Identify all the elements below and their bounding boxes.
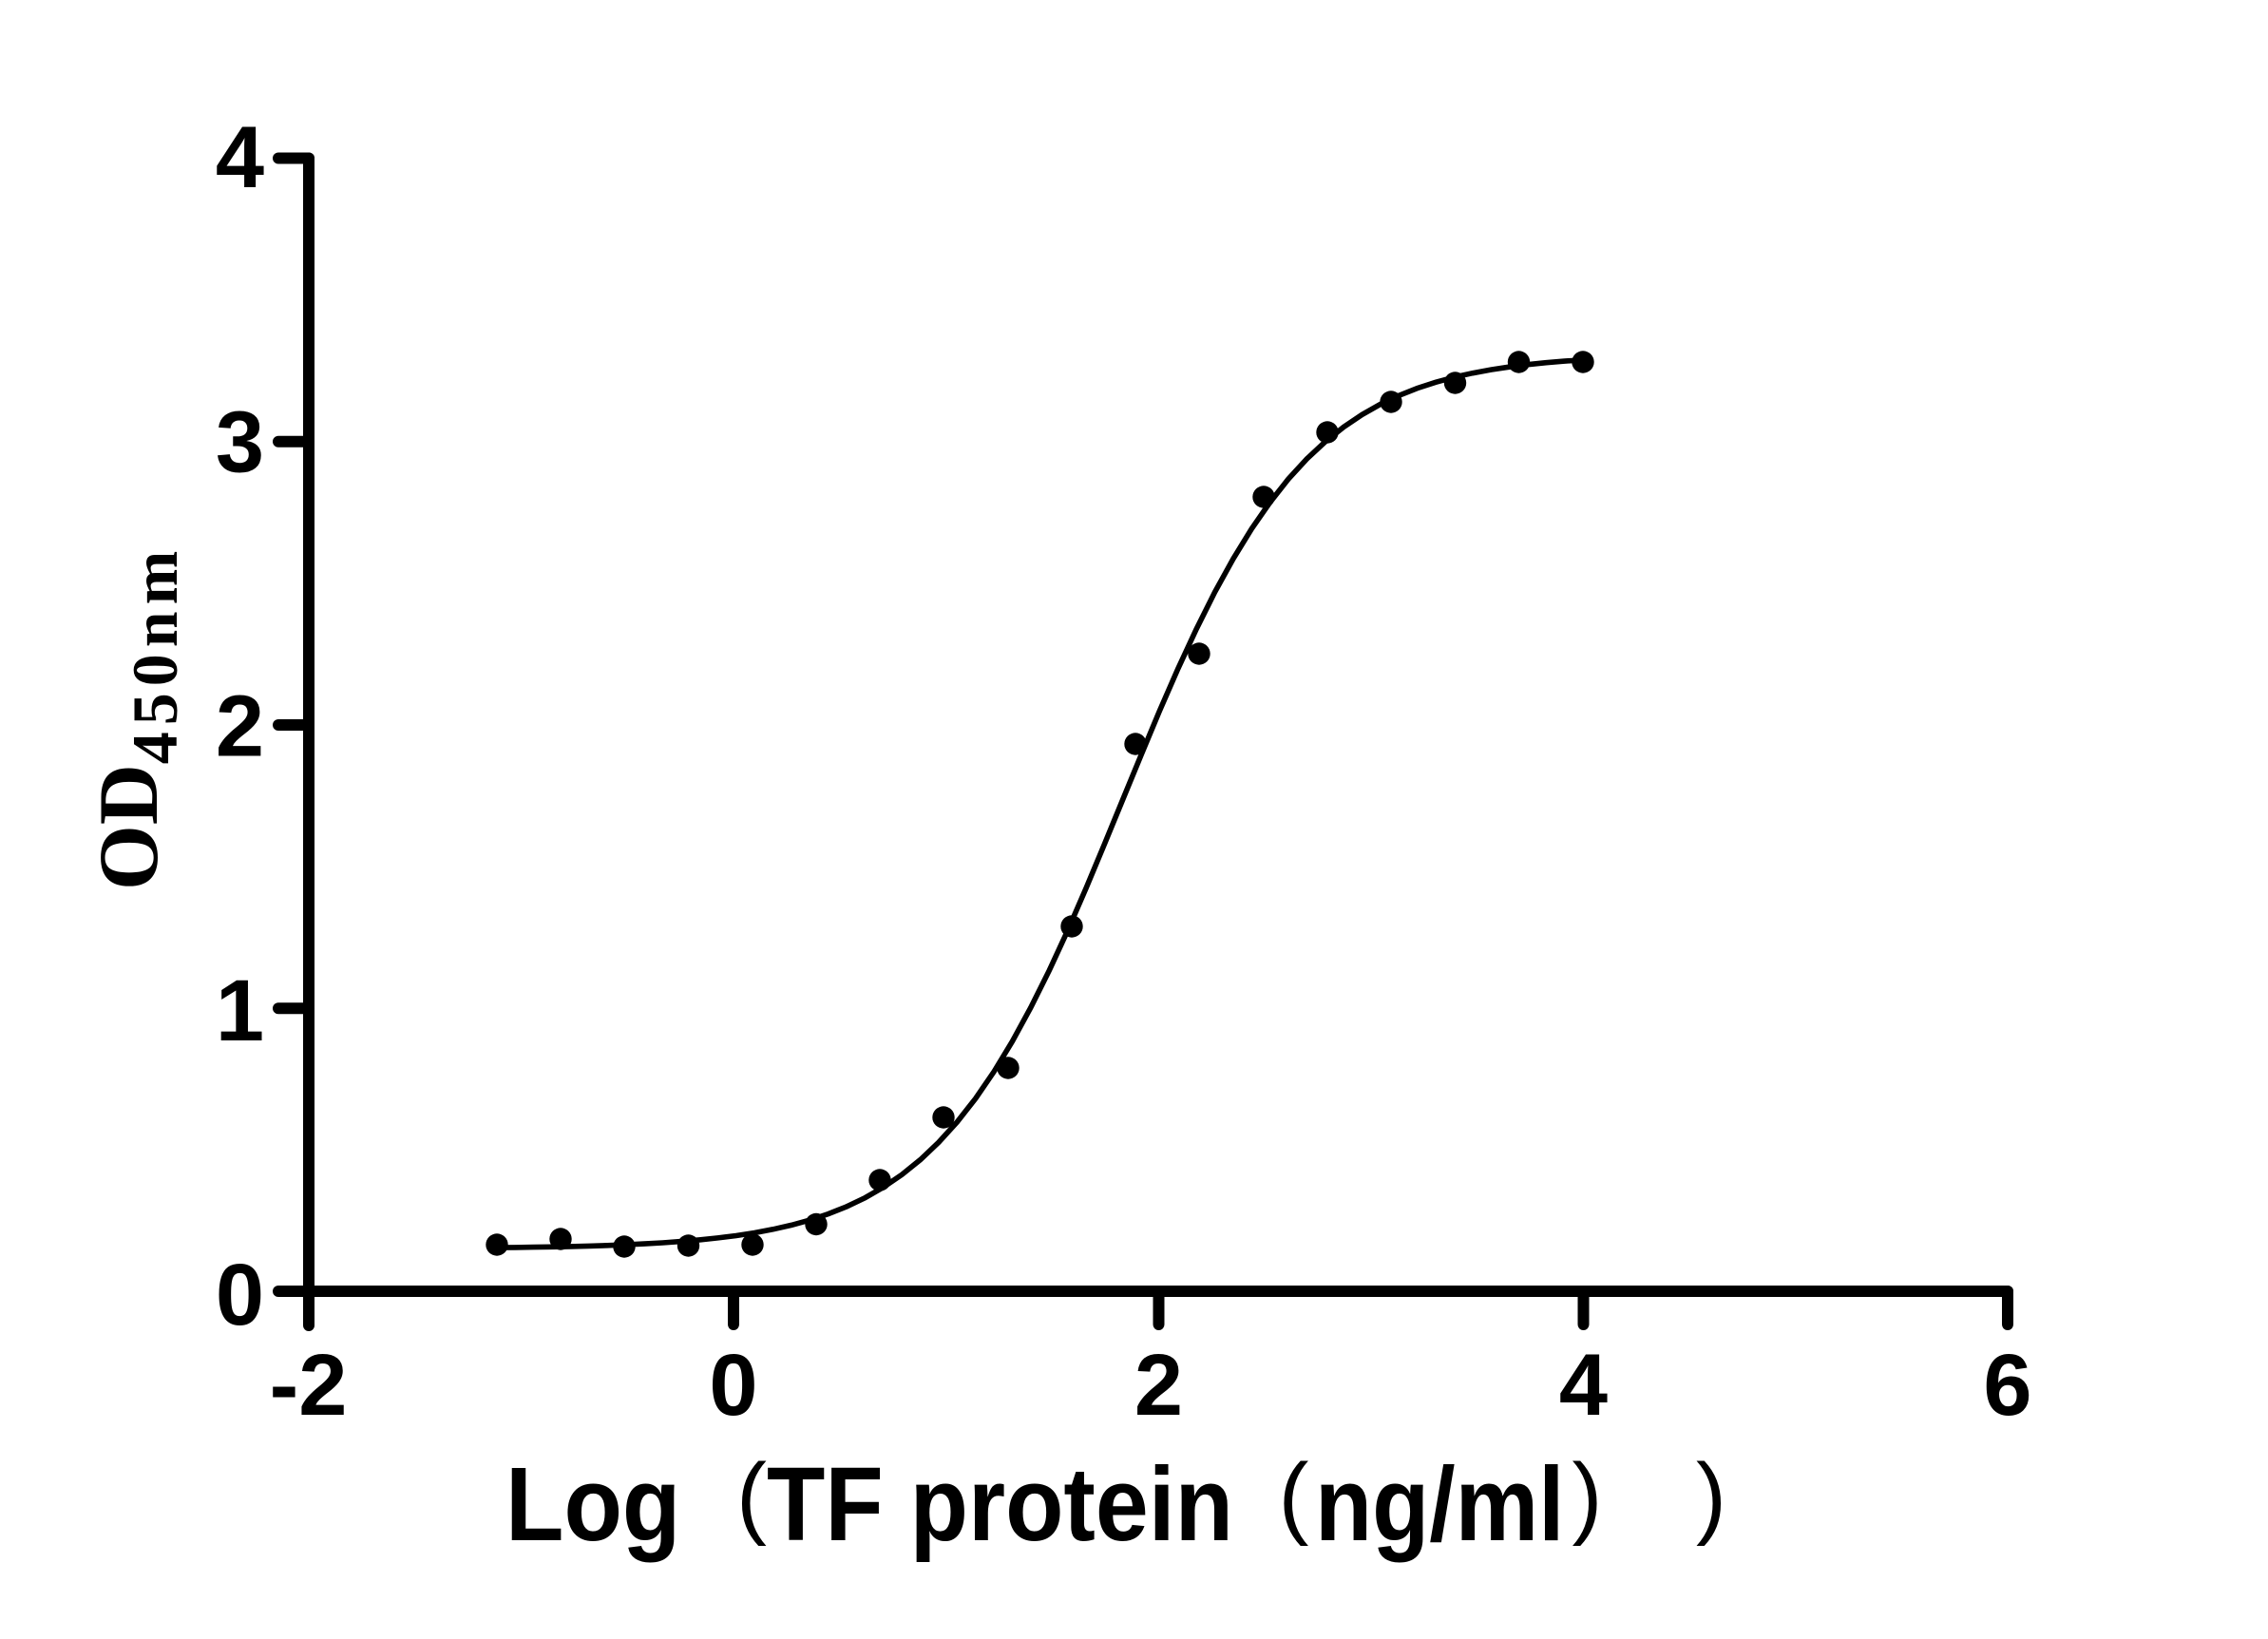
svg-text:4: 4 [216,109,264,206]
svg-text:ng/ml: ng/ml [1315,1446,1565,1563]
svg-text:3: 3 [216,393,264,490]
svg-text:4: 4 [1559,1337,1608,1434]
svg-text:0: 0 [216,1247,264,1344]
svg-text:TF protein: TF protein [767,1446,1233,1563]
svg-text:1: 1 [216,962,264,1059]
svg-text:): ) [1572,1445,1603,1547]
svg-text:2: 2 [216,678,264,775]
svg-text:6: 6 [1983,1337,2031,1434]
svg-text:0: 0 [709,1337,757,1434]
svg-text:2: 2 [1134,1337,1183,1434]
svg-text:): ) [1696,1445,1726,1547]
svg-text:(: ( [1279,1445,1309,1547]
svg-text:Log: Log [505,1446,680,1563]
svg-text:-2: -2 [270,1337,348,1434]
svg-text:(: ( [736,1445,767,1547]
